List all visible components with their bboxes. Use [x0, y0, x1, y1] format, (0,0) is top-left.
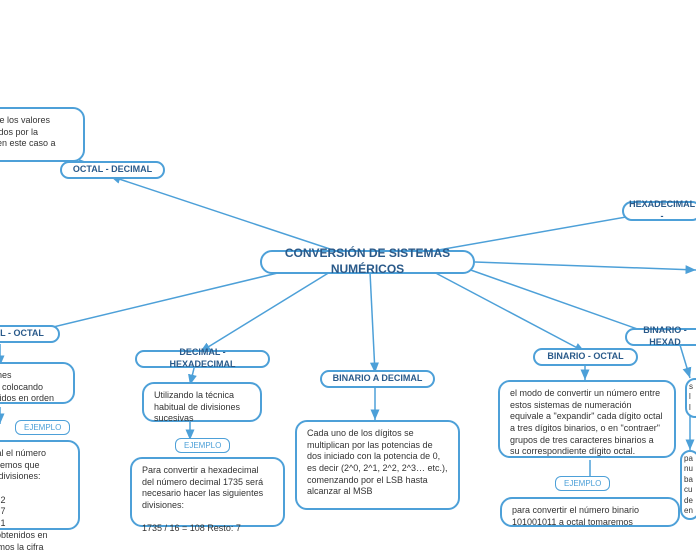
- leaf-dec-oct-desc: ivisiones or 8 y colocando obtenidos en …: [0, 362, 75, 404]
- leaf-bin-oct-ex: para convertir el número binario 1010010…: [500, 497, 680, 527]
- node-octal-decimal: OCTAL - DECIMAL: [60, 161, 165, 179]
- node-decimal-hex: DECIMAL - HEXADECIMAL: [135, 350, 270, 368]
- node-binario-octal: BINARIO - OCTAL: [533, 348, 638, 366]
- badge-dec-hex: EJEMPLO: [175, 438, 230, 453]
- leaf-bin-dec-desc: Cada uno de los dígitos se multiplican p…: [295, 420, 460, 510]
- leaf-bin-hex-ex: pa nu ba cu de en: [680, 450, 696, 520]
- node-decimal-octal: MAL - OCTAL: [0, 325, 60, 343]
- badge-dec-oct: EJEMPLO: [15, 420, 70, 435]
- leaf-bin-hex-desc: s l l: [685, 378, 696, 418]
- leaf-dec-hex-desc: Utilizando la técnica habitual de divisi…: [142, 382, 262, 422]
- node-binario-hex: BINARIO - HEXAD: [625, 328, 696, 346]
- node-binario-decimal: BINARIO A DECIMAL: [320, 370, 435, 388]
- node-center: CONVERSIÓN DE SISTEMAS NUMÉRICOS: [260, 250, 475, 274]
- badge-bin-oct: EJEMPLO: [555, 476, 610, 491]
- node-hex-decimal: HEXADECIMAL -: [622, 201, 696, 221]
- leaf-bin-oct-desc: el modo de convertir un número entre est…: [498, 380, 676, 458]
- leaf-dec-hex-ex: Para convertir a hexadecimal del número …: [130, 457, 285, 527]
- leaf-dec-oct-ex: en octal el número 0 tendremos que iente…: [0, 440, 80, 530]
- leaf-top-left: a de los valores icados por la a, en est…: [0, 107, 85, 162]
